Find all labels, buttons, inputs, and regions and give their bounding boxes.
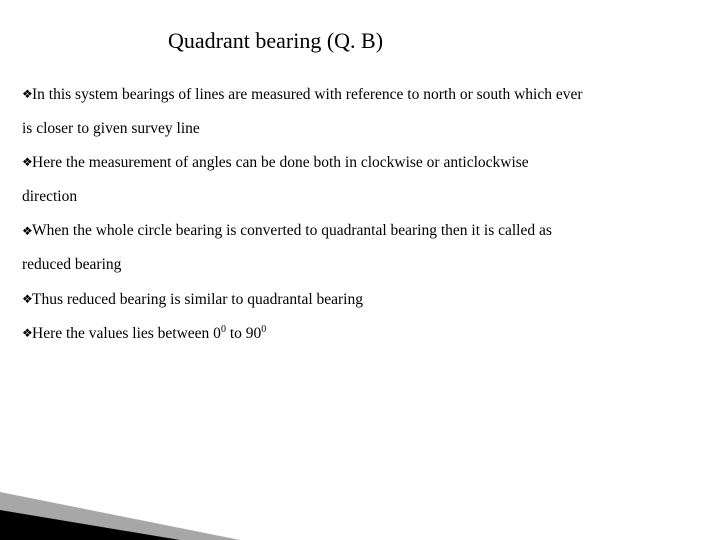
slide-title: Quadrant bearing (Q. B)	[168, 28, 383, 54]
bullet-text: Here the measurement of angles can be do…	[32, 154, 529, 171]
bullet-line: ❖Here the values lies between 00 to 900	[22, 317, 698, 351]
diamond-bullet-icon: ❖	[22, 286, 32, 312]
diamond-bullet-icon: ❖	[22, 218, 32, 244]
diamond-bullet-icon: ❖	[22, 81, 32, 107]
slide-body: ❖In this system bearings of lines are me…	[22, 78, 698, 351]
bullet-text: Thus reduced bearing is similar to quadr…	[32, 291, 363, 308]
bullet-text: In this system bearings of lines are mea…	[32, 86, 583, 103]
decorative-triangle-front	[0, 510, 180, 540]
diamond-bullet-icon: ❖	[22, 320, 32, 346]
diamond-bullet-icon: ❖	[22, 149, 32, 175]
bullet-line: ❖When the whole circle bearing is conver…	[22, 214, 698, 248]
bullet-continuation: direction	[22, 180, 698, 214]
slide: Quadrant bearing (Q. B) ❖In this system …	[0, 0, 720, 540]
bullet-line: ❖In this system bearings of lines are me…	[22, 78, 698, 112]
bullet-text: When the whole circle bearing is convert…	[32, 222, 552, 239]
bullet-line: ❖Here the measurement of angles can be d…	[22, 146, 698, 180]
degree-superscript: 0	[261, 324, 266, 335]
bullet-text: to 90	[226, 325, 261, 342]
bullet-text: Here the values lies between 0	[32, 325, 221, 342]
bullet-continuation: is closer to given survey line	[22, 112, 698, 146]
bullet-line: ❖Thus reduced bearing is similar to quad…	[22, 283, 698, 317]
bullet-continuation: reduced bearing	[22, 248, 698, 282]
